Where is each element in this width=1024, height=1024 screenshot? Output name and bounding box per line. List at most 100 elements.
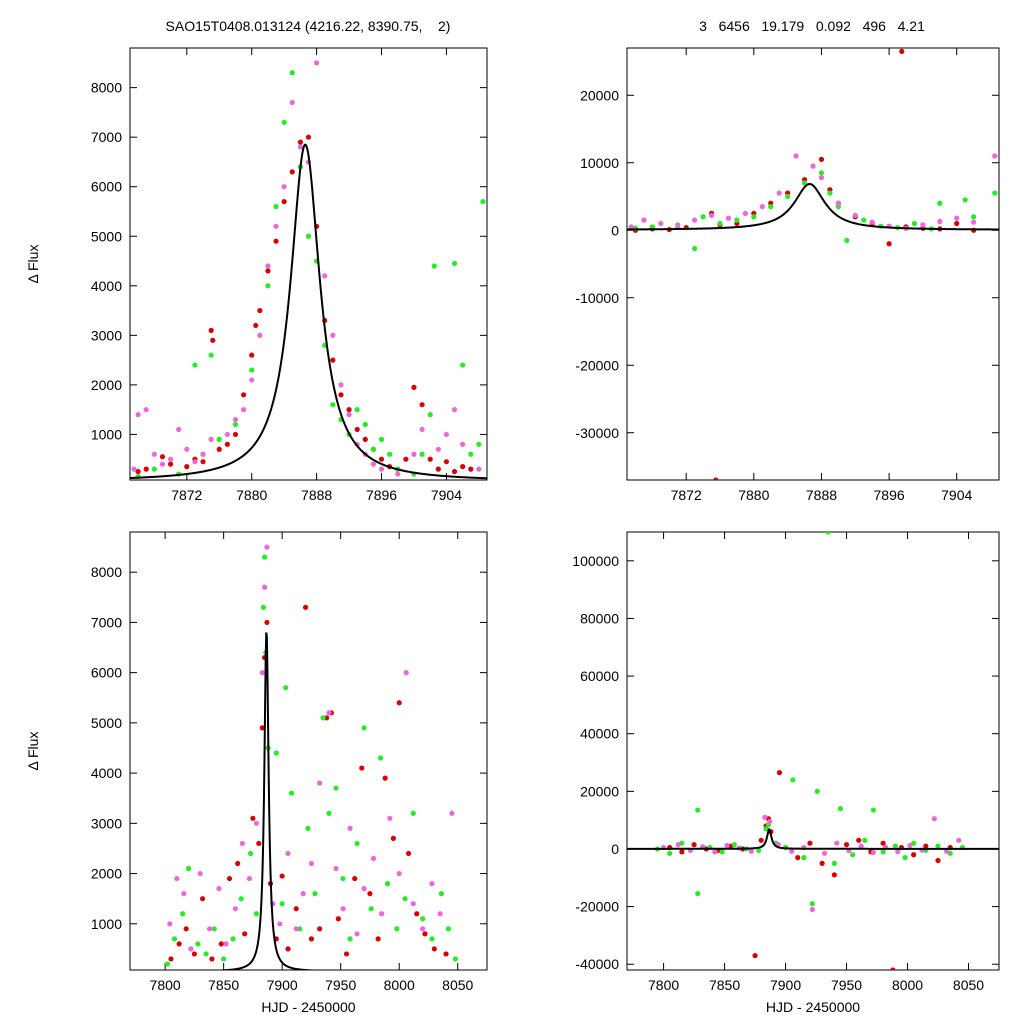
- data-point-magenta: [869, 219, 875, 225]
- data-point-magenta: [992, 153, 998, 159]
- data-point-red: [890, 967, 896, 970]
- data-point-green: [347, 936, 353, 942]
- data-point-magenta: [289, 99, 295, 106]
- y-tick-label: 20000: [580, 783, 619, 799]
- data-point-magenta: [246, 875, 252, 882]
- data-point-green: [427, 412, 433, 418]
- data-point-magenta: [151, 451, 157, 457]
- data-point-magenta: [628, 224, 634, 230]
- data-point-green: [305, 233, 312, 239]
- data-point-magenta: [931, 816, 937, 822]
- data-point-magenta: [354, 931, 360, 937]
- data-point-green: [384, 881, 391, 887]
- data-point-magenta: [240, 407, 247, 413]
- y-tick-label: 7000: [91, 614, 122, 630]
- data-point-red: [308, 936, 315, 942]
- plot-frame: [129, 531, 488, 971]
- data-point-magenta: [460, 441, 466, 447]
- data-point-green: [362, 421, 368, 428]
- data-point-red: [210, 337, 216, 343]
- data-point-green: [171, 936, 178, 942]
- data-point-red: [443, 951, 449, 957]
- data-point-green: [262, 554, 268, 560]
- data-point-magenta: [265, 263, 271, 269]
- data-point-red: [209, 956, 215, 962]
- data-point-magenta: [793, 153, 799, 159]
- data-point-magenta: [208, 436, 214, 442]
- data-point-red: [159, 454, 166, 460]
- data-point-magenta: [330, 332, 336, 338]
- y-tick-label: 0: [611, 841, 619, 857]
- data-point-green: [460, 362, 466, 368]
- data-point-red: [232, 431, 239, 438]
- data-point-magenta: [641, 217, 647, 223]
- data-point-green: [476, 441, 482, 447]
- data-point-magenta: [181, 891, 187, 897]
- y-tick-label: 20000: [580, 87, 619, 103]
- data-point-red: [289, 169, 295, 175]
- data-point-red: [250, 815, 256, 821]
- data-point-magenta: [259, 670, 265, 676]
- data-point-magenta: [206, 926, 213, 932]
- data-point-green: [273, 203, 279, 210]
- data-point-red: [264, 619, 270, 626]
- data-point-green: [962, 197, 968, 203]
- data-point-green: [850, 852, 856, 858]
- data-point-red: [354, 426, 360, 433]
- data-point-green: [719, 849, 725, 855]
- data-point-green: [911, 220, 918, 227]
- data-point-green: [844, 237, 850, 243]
- data-point-red: [199, 896, 206, 902]
- data-point-green: [480, 198, 486, 205]
- data-point-magenta: [264, 544, 270, 550]
- data-point-red: [285, 946, 291, 952]
- data-point-magenta: [347, 825, 353, 831]
- data-point-magenta: [435, 446, 441, 452]
- data-point-magenta: [395, 471, 401, 477]
- data-point-red: [176, 941, 182, 947]
- data-point-green: [288, 790, 295, 796]
- data-point-green: [861, 217, 867, 223]
- data-point-magenta: [361, 886, 367, 892]
- data-point-red: [713, 477, 719, 480]
- data-point-red: [343, 951, 350, 957]
- data-point-red: [257, 307, 263, 314]
- data-point-magenta: [419, 426, 425, 433]
- data-point-red: [411, 384, 417, 390]
- data-point-green: [151, 466, 157, 472]
- data-point-green: [216, 436, 222, 442]
- data-point-magenta: [370, 855, 377, 862]
- data-point-magenta: [411, 451, 417, 457]
- data-point-red: [443, 459, 450, 465]
- data-point-green: [192, 362, 198, 368]
- x-tick-label: 8000: [384, 977, 415, 993]
- data-point-green: [253, 911, 260, 917]
- data-point-green: [814, 788, 820, 794]
- data-point-red: [191, 951, 197, 957]
- data-point-green: [203, 951, 209, 957]
- data-point-green: [452, 956, 458, 962]
- plot-frame: [626, 47, 1000, 481]
- y-tick-label: -40000: [575, 956, 619, 972]
- data-point-red: [935, 857, 941, 864]
- data-point-red: [273, 238, 279, 244]
- data-point-green: [902, 855, 908, 861]
- data-point-magenta: [895, 848, 901, 855]
- data-point-red: [776, 770, 783, 776]
- data-point-green: [378, 436, 385, 442]
- data-point-green: [361, 725, 367, 731]
- data-point-green: [801, 855, 807, 861]
- y-tick-label: 2000: [91, 866, 122, 882]
- data-point-red: [362, 436, 368, 442]
- panel-bottom-right: 7800 7850 7900 7950 8000 8050 -40000 -20000 0 200…: [572, 531, 1000, 1015]
- data-point-magenta: [167, 921, 173, 927]
- data-point-red: [297, 139, 303, 145]
- data-point-magenta: [920, 222, 926, 228]
- data-point-green: [700, 214, 706, 220]
- data-point-magenta: [293, 926, 299, 932]
- data-point-green: [801, 180, 808, 186]
- data-point-magenta: [232, 416, 239, 423]
- data-point-magenta: [937, 218, 943, 225]
- x-tick-label: 7872: [671, 487, 702, 503]
- y-axis-label: Δ Flux: [25, 732, 41, 771]
